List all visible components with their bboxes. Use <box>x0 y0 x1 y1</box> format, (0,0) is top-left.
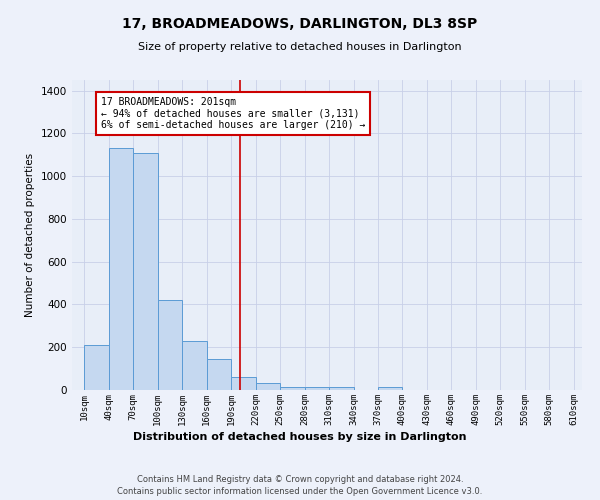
Bar <box>378 387 403 390</box>
Text: Distribution of detached houses by size in Darlington: Distribution of detached houses by size … <box>133 432 467 442</box>
Text: Size of property relative to detached houses in Darlington: Size of property relative to detached ho… <box>138 42 462 52</box>
Bar <box>182 341 206 390</box>
Y-axis label: Number of detached properties: Number of detached properties <box>25 153 35 317</box>
Bar <box>305 387 329 390</box>
Bar <box>329 387 353 390</box>
Bar <box>84 345 109 390</box>
Bar <box>109 148 133 390</box>
Text: Contains public sector information licensed under the Open Government Licence v3: Contains public sector information licen… <box>118 488 482 496</box>
Bar <box>231 377 256 390</box>
Bar <box>133 152 158 390</box>
Text: Contains HM Land Registry data © Crown copyright and database right 2024.: Contains HM Land Registry data © Crown c… <box>137 475 463 484</box>
Text: 17, BROADMEADOWS, DARLINGTON, DL3 8SP: 17, BROADMEADOWS, DARLINGTON, DL3 8SP <box>122 18 478 32</box>
Bar <box>158 300 182 390</box>
Bar <box>256 382 280 390</box>
Bar <box>206 359 231 390</box>
Text: 17 BROADMEADOWS: 201sqm
← 94% of detached houses are smaller (3,131)
6% of semi-: 17 BROADMEADOWS: 201sqm ← 94% of detache… <box>101 97 365 130</box>
Bar <box>280 387 305 390</box>
